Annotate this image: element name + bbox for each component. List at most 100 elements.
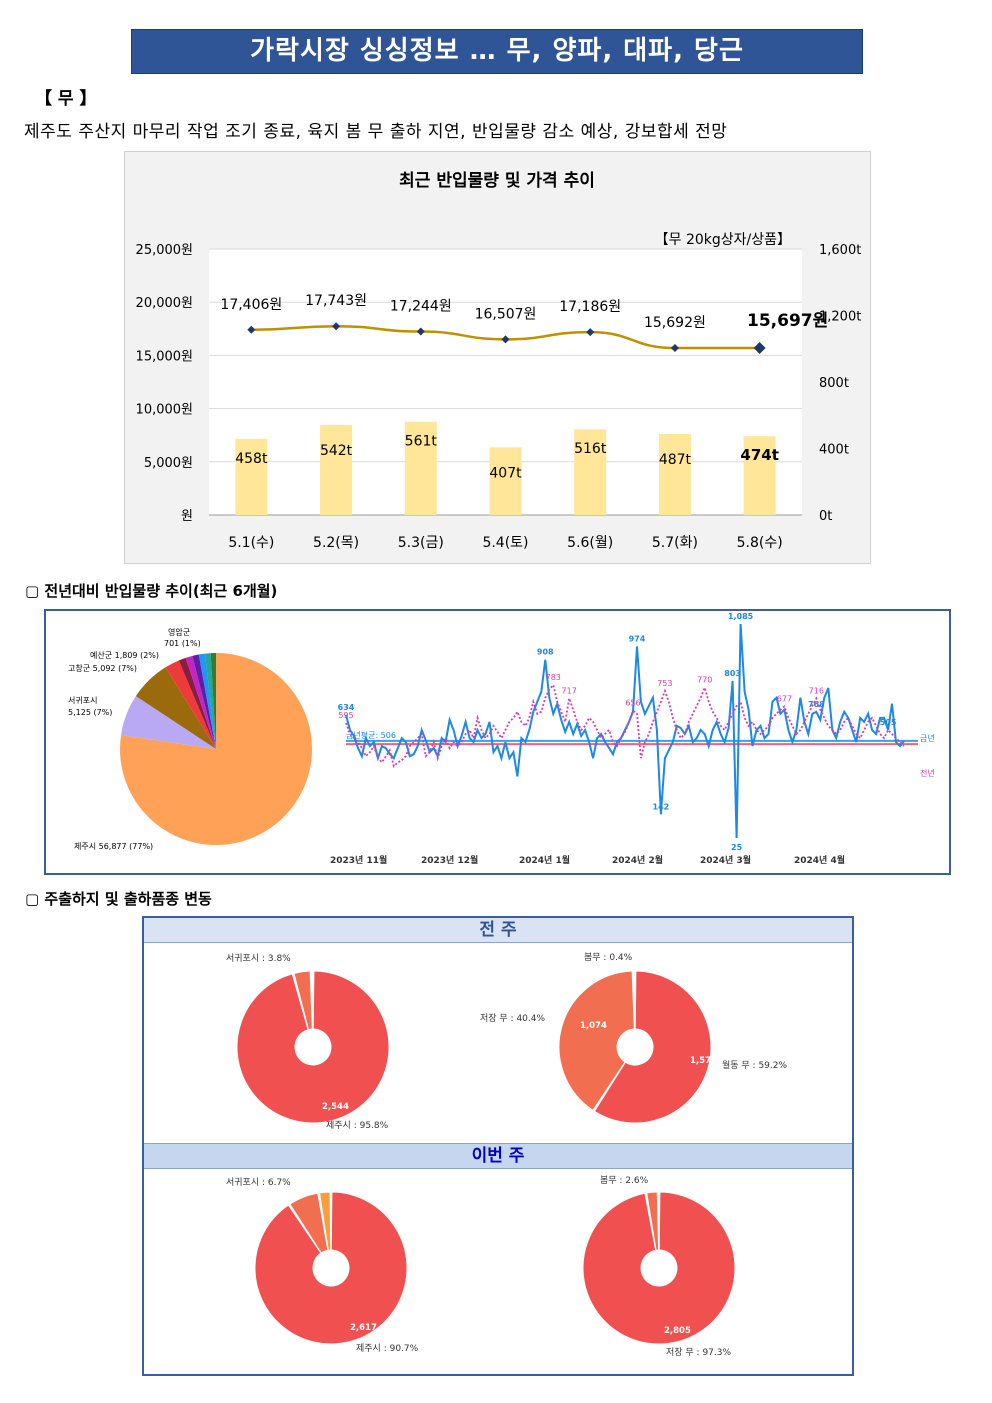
donut-slice [633, 970, 636, 1030]
pie-label: 제주시 56,877 (77%) [74, 842, 153, 851]
pie-slice [178, 657, 216, 749]
donut-label: 봄무 : 0.4% [584, 952, 633, 963]
x-tick-label: 2024년 4월 [794, 854, 845, 866]
data-label: 634 [338, 703, 355, 712]
pie-slice [210, 653, 216, 749]
donut-value: 2,805 [664, 1326, 691, 1336]
price-label: 15,697원 [747, 311, 828, 331]
price-marker [753, 341, 766, 354]
y-right-tick: 800t [819, 376, 849, 391]
x-tick-label: 5.3(금) [398, 535, 444, 551]
bar-label: 407t [489, 465, 522, 481]
donut-value: 1,074 [580, 1021, 607, 1031]
y-left-tick: 25,000원 [136, 243, 193, 258]
volume-price-svg: 최근 반입물량 및 가격 추이 【무 20kg상자/상품】 원 5,000원 10,00… [136, 171, 862, 551]
market-summary: 제주도 주산지 마무리 작업 조기 종료, 육지 봄 무 출하 지연, 반입물량… [24, 122, 728, 142]
data-label: 142 [653, 802, 670, 811]
donut-label: 서귀포시 : 6.7% [226, 1177, 291, 1188]
x-tick-label: 2024년 2월 [612, 854, 663, 866]
this-week-header: 이번 주 [144, 1143, 852, 1169]
x-tick-label: 2024년 3월 [700, 854, 751, 866]
volume-bar [235, 438, 268, 515]
yoy-panel: 제주시 56,877 (77%) 서귀포시 5,125 (7%) 고창군 5,092 … [44, 609, 951, 875]
data-label: 753 [657, 679, 672, 688]
data-label: 595 [338, 711, 353, 720]
donut-slice [254, 1191, 408, 1345]
price-marker [670, 344, 679, 353]
donut-value: 1,571 [690, 1056, 717, 1066]
price-marker [501, 335, 510, 344]
price-label: 17,406원 [220, 297, 282, 313]
y-left-tick: 20,000원 [136, 296, 193, 311]
donut-slice [236, 970, 390, 1124]
data-label: 974 [629, 634, 646, 643]
y-right-tick: 400t [819, 443, 849, 458]
donut-label: 월동 무 : 59.2% [722, 1059, 787, 1071]
y-left-tick: 15,000원 [136, 349, 193, 364]
x-tick-label: 5.8(수) [737, 535, 783, 551]
y-right-tick: 0t [819, 509, 832, 524]
donut-slice [558, 970, 635, 1111]
section-origin-title: ▢ 주출하지 및 출하품종 변동 [25, 890, 212, 908]
donut-label: 저장 무 : 97.3% [666, 1347, 731, 1358]
donut-value: 2,617 [350, 1323, 377, 1333]
x-tick-label: 5.2(목) [313, 535, 359, 551]
x-tick-label: 2023년 12월 [421, 854, 478, 866]
donut-slice [657, 1191, 660, 1251]
donut-svg: 제주시 : 95.8% 서귀포시 : 3.8% 2,544 월동 무 : 59.2% 저… [226, 952, 787, 1358]
price-label: 17,743원 [305, 293, 367, 309]
bar-label: 542t [320, 443, 353, 459]
bar-label: 516t [574, 441, 607, 457]
pie-label: 5,125 (7%) [68, 708, 112, 717]
donut-slice [289, 1192, 329, 1254]
price-marker [586, 328, 595, 337]
pie-label: 고창군 5,092 (7%) [68, 664, 137, 673]
x-tick-label: 5.4(토) [482, 535, 528, 551]
y-right-tick: 1,600t [819, 243, 861, 258]
data-label: 768 [808, 700, 825, 709]
data-label: 783 [546, 673, 561, 682]
data-label: 505 [880, 718, 897, 727]
volume-bar [574, 429, 607, 515]
volume-bar [743, 436, 776, 515]
bar-label: 474t [740, 446, 778, 464]
data-label: 717 [562, 686, 577, 695]
legend-label: 전년 [920, 768, 935, 778]
pie-slice [121, 696, 216, 749]
price-marker [247, 325, 256, 334]
data-label: 25 [731, 843, 743, 852]
data-label: 803 [724, 669, 741, 678]
pie-label: 영암군 [168, 627, 190, 637]
line-last-year [345, 683, 905, 769]
donut-slice [311, 970, 314, 1030]
data-label: 1,085 [728, 612, 754, 621]
y-left-tick: 5,000원 [144, 456, 193, 471]
data-label: 908 [537, 648, 554, 657]
bar-label: 458t [235, 451, 268, 467]
data-label: 716 [809, 686, 824, 695]
donut-slice [318, 1191, 332, 1251]
volume-bar [404, 421, 437, 515]
legend-label: 금년 [920, 733, 935, 743]
pie-label: 예산군 1,809 (2%) [90, 650, 159, 660]
line-this-year [345, 623, 905, 839]
pie-slice [198, 653, 216, 749]
x-tick-label: 2023년 11월 [330, 854, 387, 866]
bar-label: 561t [405, 434, 438, 450]
bar-label: 487t [659, 452, 692, 468]
donut-label: 봄무 : 2.6% [600, 1175, 649, 1186]
pie-slice [185, 655, 216, 749]
donut-label: 제주시 : 90.7% [356, 1343, 419, 1354]
avg-label: 금년평균: 506 [346, 730, 396, 740]
x-tick-label: 2024년 1월 [519, 854, 570, 866]
data-label: 656 [625, 699, 640, 708]
donut-label: 저장 무 : 40.4% [480, 1013, 545, 1024]
donut-slice [593, 970, 712, 1124]
price-marker [332, 322, 341, 331]
pie-slice [120, 653, 312, 845]
y-right-tick: 1,200t [819, 310, 861, 325]
pie-label: 701 (1%) [164, 639, 201, 648]
pie-slice [204, 653, 216, 749]
data-label: 770 [697, 676, 712, 685]
pie-slice [135, 667, 216, 749]
